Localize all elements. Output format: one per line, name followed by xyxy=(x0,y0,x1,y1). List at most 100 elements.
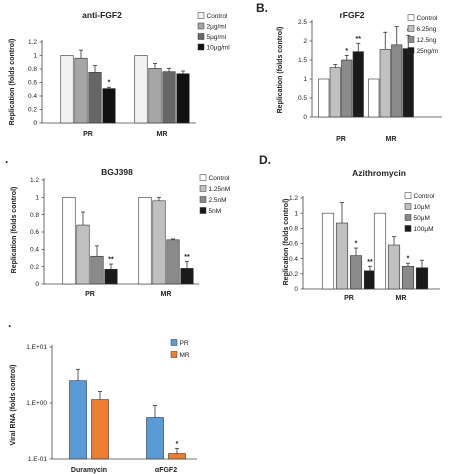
bar xyxy=(180,268,194,285)
bar xyxy=(341,59,353,118)
bar xyxy=(168,453,186,460)
y-tick-label: 1 xyxy=(33,53,37,60)
chart-title: Azithromycin xyxy=(352,168,406,178)
y-tick-label: 1.E+01 xyxy=(26,344,47,351)
x-category-label: αFGF2 xyxy=(155,467,177,474)
legend-label: Control xyxy=(207,13,229,20)
legend-swatch xyxy=(197,43,205,51)
y-tick-label: 1.2 xyxy=(28,39,37,46)
bar xyxy=(76,224,90,285)
y-tick-label: 0 xyxy=(303,114,307,121)
y-tick-label: 1.2 xyxy=(30,177,39,184)
y-tick-label: 0.4 xyxy=(289,256,298,263)
bar xyxy=(318,78,330,118)
y-tick-label: 0.2 xyxy=(289,271,298,278)
chart-title: BGJ398 xyxy=(101,167,133,177)
legend-label: 2.5nM xyxy=(209,197,227,204)
legend-swatch xyxy=(197,22,205,30)
bar xyxy=(102,88,116,124)
bar xyxy=(387,244,401,290)
legend-swatch xyxy=(404,203,412,210)
y-tick-label: 1.5 xyxy=(298,57,307,64)
legend-label: 6.25ng xyxy=(417,26,437,33)
y-tick-label: 1.E-01 xyxy=(28,456,48,463)
chart-panel-3: D. Azithromycin Replication (folds control… xyxy=(259,153,440,302)
y-tick-label: 0.6 xyxy=(28,80,37,87)
legend-swatch xyxy=(199,174,207,181)
y-tick-label: 1 xyxy=(294,210,298,217)
legend-swatch xyxy=(407,36,415,43)
bar xyxy=(60,55,74,124)
y-axis-label: Replication (folds control) xyxy=(9,39,16,126)
x-category-label: PR xyxy=(85,291,95,298)
significance-marker: ** xyxy=(356,36,362,43)
bar xyxy=(352,51,364,118)
x-category-label: MR xyxy=(157,131,168,138)
legend-swatch xyxy=(199,185,207,192)
bar xyxy=(90,255,104,285)
y-axis-label: Viral RNA (folds control) xyxy=(10,365,17,446)
legend-label: 10µg/ml xyxy=(207,45,231,52)
y-tick-label: 1.E+00 xyxy=(26,400,47,407)
x-category-label: MR xyxy=(396,295,407,302)
x-category-label: MR xyxy=(161,291,172,298)
bar xyxy=(335,222,349,290)
legend-label: 2µg/ml xyxy=(207,24,227,31)
bar xyxy=(152,200,166,285)
bar xyxy=(176,73,190,124)
chart-panel-0: anti-FGF2 Replication (folds control) 0 0.2… xyxy=(9,10,230,138)
bar xyxy=(402,48,414,118)
bar xyxy=(69,380,87,460)
x-category-label: PR xyxy=(83,131,93,138)
legend-swatch xyxy=(197,12,205,19)
legend-label: PR xyxy=(180,340,189,347)
y-tick-label: 1.2 xyxy=(289,195,298,202)
y-tick-label: 0 xyxy=(294,286,298,293)
bar xyxy=(368,78,380,118)
y-tick-label: 0.2 xyxy=(30,264,39,271)
y-axis-label: Replication (folds control) xyxy=(283,199,290,286)
legend-swatch xyxy=(407,47,415,54)
x-category-label: PR xyxy=(344,295,354,302)
bar xyxy=(162,71,176,124)
panel-label: . xyxy=(5,152,8,166)
legend-swatch xyxy=(170,351,178,358)
significance-marker: * xyxy=(108,80,111,87)
legend-label: Control xyxy=(209,175,231,182)
significance-marker: ** xyxy=(367,259,373,266)
bar xyxy=(138,197,152,285)
bar xyxy=(88,72,102,124)
bar xyxy=(349,255,363,290)
y-tick-label: 0.6 xyxy=(30,229,39,236)
legend-swatch xyxy=(199,207,207,214)
legend-label: 25ng/m xyxy=(417,48,439,55)
legend-label: 100µM xyxy=(414,226,434,233)
bar xyxy=(91,399,109,460)
significance-marker: * xyxy=(345,48,348,55)
legend-label: 1.25nM xyxy=(209,186,231,193)
y-tick-label: 0 xyxy=(35,281,39,288)
bar xyxy=(415,267,429,290)
x-category-label: PR xyxy=(336,136,346,143)
y-axis-label: Replication (folds control) xyxy=(11,187,18,274)
bar xyxy=(62,197,76,285)
bar xyxy=(379,49,391,118)
y-tick-label: 2.5 xyxy=(298,19,307,26)
legend-label: Control xyxy=(414,193,436,200)
panel-label: D. xyxy=(259,153,271,167)
legend-swatch xyxy=(170,339,178,346)
y-tick-label: 0.6 xyxy=(289,241,298,248)
chart-panel-4: . Viral RNA (folds control) 1.E-01 1.E+00 1.… xyxy=(8,316,197,474)
legend-label: 10µM xyxy=(414,204,430,211)
y-tick-label: 0.5 xyxy=(298,95,307,102)
bar xyxy=(321,212,335,290)
legend-label: 5µg/ml xyxy=(207,34,227,41)
y-tick-label: 0 xyxy=(33,120,37,127)
chart-title: rFGF2 xyxy=(339,10,364,20)
y-tick-label: 0.2 xyxy=(28,107,37,114)
panel-label: . xyxy=(8,316,11,330)
y-tick-label: 0.8 xyxy=(289,226,298,233)
y-axis-label: Replication (folds control) xyxy=(277,27,284,114)
chart-title: anti-FGF2 xyxy=(82,10,122,20)
